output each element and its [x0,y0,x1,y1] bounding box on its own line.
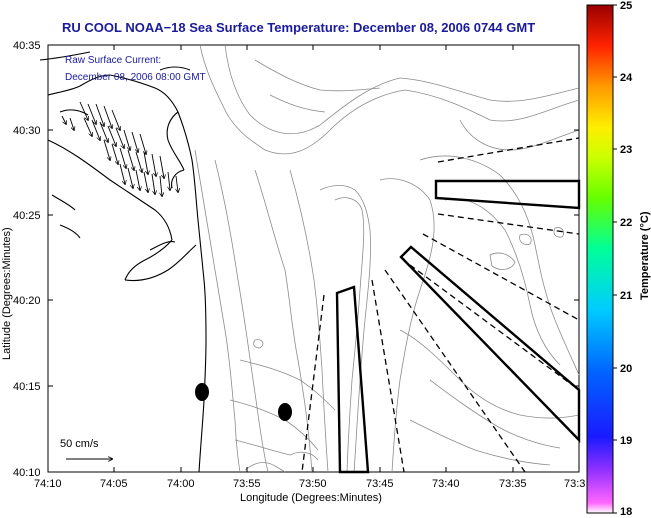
x-tick-label: 73:35 [499,478,527,490]
y-axis: 40:35 40:30 40:25 40:20 40:15 40:10 [13,40,579,479]
colorbar-tick-label: 23 [620,144,632,156]
x-tick-label: 74:00 [167,478,195,490]
x-axis-label: Longitude (Degrees:Minutes) [240,492,382,504]
area-south-strip [335,285,370,474]
colorbar-tick-label: 19 [620,435,632,447]
y-tick-label: 40:15 [13,381,41,393]
colorbar-tick-label: 20 [620,363,632,375]
surface-current-vectors [61,101,178,196]
colorbar-tick-label: 22 [620,217,632,229]
dashed-lines [301,137,580,473]
colorbar-gradient [586,4,614,514]
y-tick-label: 40:30 [13,125,41,137]
colorbar: 25 24 23 22 21 20 19 18 Temperature (°C) [586,0,651,518]
x-axis: 74:10 74:05 74:00 73:55 73:50 73:45 73:4… [34,45,585,490]
x-tick-label: 74:10 [34,478,62,490]
y-axis-label: Latitude (Degrees:Minutes) [1,227,13,360]
y-tick-label: 40:10 [13,467,41,479]
colorbar-tick-label: 24 [620,72,633,84]
x-tick-label: 73:50 [299,478,327,490]
map-title: RU COOL NOAA−18 Sea Surface Temperature:… [62,20,535,35]
colorbar-label: Temperature (°C) [639,211,651,300]
current-label-line1: Raw Surface Current: [65,55,161,66]
marker-ellipse-west [195,383,209,401]
x-tick-label: 73:3 [564,478,585,490]
bathymetry-contours [194,44,580,473]
area-east-strip [434,179,581,210]
x-tick-label: 74:05 [100,478,128,490]
colorbar-tick-label: 18 [620,506,632,518]
coastline [39,51,207,473]
colorbar-tick-label: 25 [620,0,632,12]
x-tick-label: 73:45 [366,478,394,490]
scale-label: 50 cm/s [60,438,99,450]
marker-ellipse-east [278,403,292,421]
y-tick-label: 40:35 [13,40,41,52]
y-tick-label: 40:25 [13,210,41,222]
colorbar-tick-label: 21 [620,290,632,302]
y-tick-label: 40:20 [13,295,41,307]
x-tick-label: 73:40 [432,478,460,490]
current-label-line2: December 08, 2006 08:00 GMT [65,72,206,83]
x-tick-label: 73:55 [233,478,261,490]
